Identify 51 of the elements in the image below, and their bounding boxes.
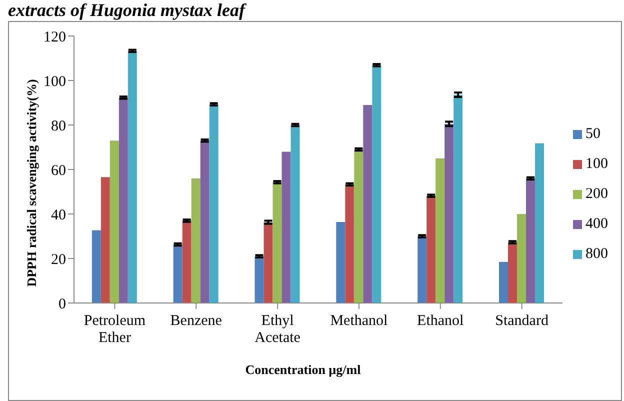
bar bbox=[426, 196, 436, 303]
bar bbox=[418, 236, 427, 303]
bar bbox=[209, 104, 218, 303]
bar bbox=[363, 104, 372, 303]
legend-label: 50 bbox=[586, 126, 600, 142]
y-tick-label: 0 bbox=[58, 296, 66, 312]
legend-label: 400 bbox=[586, 216, 608, 232]
bar bbox=[173, 244, 182, 303]
bar bbox=[128, 50, 137, 303]
y-tick-label: 80 bbox=[51, 118, 66, 134]
bar bbox=[200, 140, 210, 303]
bar bbox=[92, 230, 101, 303]
bar bbox=[444, 124, 454, 303]
bar bbox=[534, 143, 544, 303]
legend-label: 200 bbox=[586, 186, 608, 202]
x-tick-label: Ethyl Acetate bbox=[254, 313, 301, 346]
bar bbox=[526, 178, 535, 303]
y-tick-label: 120 bbox=[44, 29, 66, 46]
x-tick-label: Benzene bbox=[170, 313, 222, 329]
bar bbox=[354, 149, 364, 303]
y-tick-label: 20 bbox=[51, 252, 66, 268]
bar bbox=[498, 262, 508, 303]
bar bbox=[110, 140, 119, 303]
bar bbox=[191, 178, 200, 303]
x-tick-label: Ethanol bbox=[417, 313, 464, 329]
bar bbox=[516, 214, 526, 303]
x-tick-label: Petroleum Ether bbox=[84, 313, 146, 346]
bar bbox=[264, 222, 273, 303]
bar bbox=[118, 98, 128, 303]
bar bbox=[272, 182, 282, 303]
bar bbox=[100, 177, 110, 303]
x-axis-title: Concentration µg/ml bbox=[244, 362, 362, 378]
bar bbox=[336, 222, 346, 303]
bar bbox=[282, 152, 291, 303]
legend-label: 100 bbox=[586, 156, 608, 172]
y-tick-label: 60 bbox=[51, 162, 66, 179]
bar bbox=[182, 220, 192, 303]
bar bbox=[508, 242, 517, 303]
x-tick-label: Standard bbox=[495, 313, 549, 329]
y-axis-title: DPPH radical scavenging activity(%) bbox=[24, 79, 40, 287]
bar bbox=[372, 65, 382, 303]
bar bbox=[454, 94, 463, 303]
legend-label: 800 bbox=[586, 246, 608, 262]
chart-title: extracts of Hugonia mystax leaf bbox=[8, 0, 245, 20]
bar bbox=[290, 125, 300, 303]
x-tick-label: Methanol bbox=[330, 313, 388, 329]
bar bbox=[436, 158, 445, 303]
y-tick-label: 100 bbox=[44, 74, 66, 90]
bar bbox=[345, 184, 354, 303]
bar bbox=[254, 256, 264, 303]
y-tick-label: 40 bbox=[51, 207, 66, 224]
